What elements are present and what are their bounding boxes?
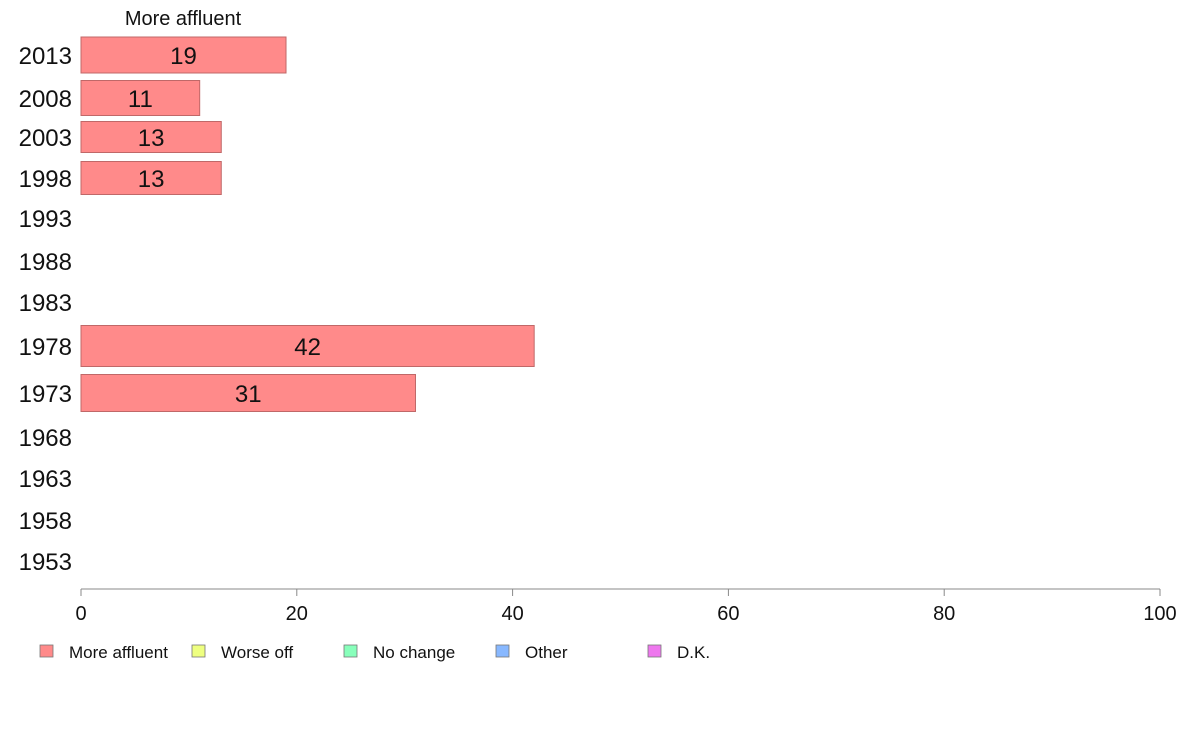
bar-2003-more-affluent	[80, 121, 222, 153]
bar-2013-more-affluent	[80, 36, 287, 74]
y-axis-labels: 2013 2008 2003 1998 1993 1988 1983 1978 1973 1968…	[19, 43, 72, 576]
bar-value-label: 42	[294, 334, 321, 361]
x-tick-label: 80	[933, 603, 955, 625]
x-tick-label: 40	[501, 603, 523, 625]
y-axis-label-1988: 1988	[19, 249, 72, 276]
legend-label: Other	[525, 643, 568, 662]
y-axis-label-2008: 2008	[19, 86, 72, 113]
legend-label: More affluent	[69, 643, 168, 662]
bar-1973-more-affluent	[80, 374, 416, 412]
x-tick-label: 20	[286, 603, 308, 625]
bar-value-label: 13	[138, 125, 165, 152]
y-axis-label-2003: 2003	[19, 125, 72, 152]
x-tick-label: 0	[75, 603, 86, 625]
legend-swatch-worse-off	[191, 644, 206, 658]
legend: More affluent Worse off No change Other D.K.	[39, 643, 710, 662]
legend-swatch-no-change	[343, 644, 358, 658]
y-axis-label-1968: 1968	[19, 425, 72, 452]
y-axis-label-1958: 1958	[19, 508, 72, 535]
x-axis: 0 20 40 60 80 100	[75, 588, 1177, 625]
y-axis-label-1963: 1963	[19, 466, 72, 493]
series-header-label: More affluent	[125, 8, 242, 30]
bar-value-label: 19	[170, 43, 197, 70]
y-axis-label-1983: 1983	[19, 290, 72, 317]
y-axis-label-1973: 1973	[19, 381, 72, 408]
y-axis-label-1978: 1978	[19, 334, 72, 361]
bar-value-label: 11	[128, 86, 153, 113]
bar-2008-more-affluent	[80, 80, 201, 116]
bar-value-label: 31	[235, 381, 262, 408]
x-tick-label: 60	[717, 603, 739, 625]
y-axis-label-1998: 1998	[19, 166, 72, 193]
bar-1998-more-affluent	[80, 161, 222, 195]
bars: 19 11 13 13 42 31	[80, 36, 535, 412]
legend-label: No change	[373, 643, 455, 662]
legend-swatch-other	[495, 644, 510, 658]
y-axis-label-1953: 1953	[19, 549, 72, 576]
legend-swatch-more-affluent	[39, 644, 54, 658]
y-axis-label-1993: 1993	[19, 206, 72, 233]
y-axis-label-2013: 2013	[19, 43, 72, 70]
bar-value-label: 13	[138, 166, 165, 193]
legend-label: Worse off	[221, 643, 293, 662]
bar-1978-more-affluent	[80, 325, 535, 367]
x-tick-label: 100	[1143, 603, 1176, 625]
legend-swatch-d-k-	[647, 644, 662, 658]
legend-label: D.K.	[677, 643, 710, 662]
